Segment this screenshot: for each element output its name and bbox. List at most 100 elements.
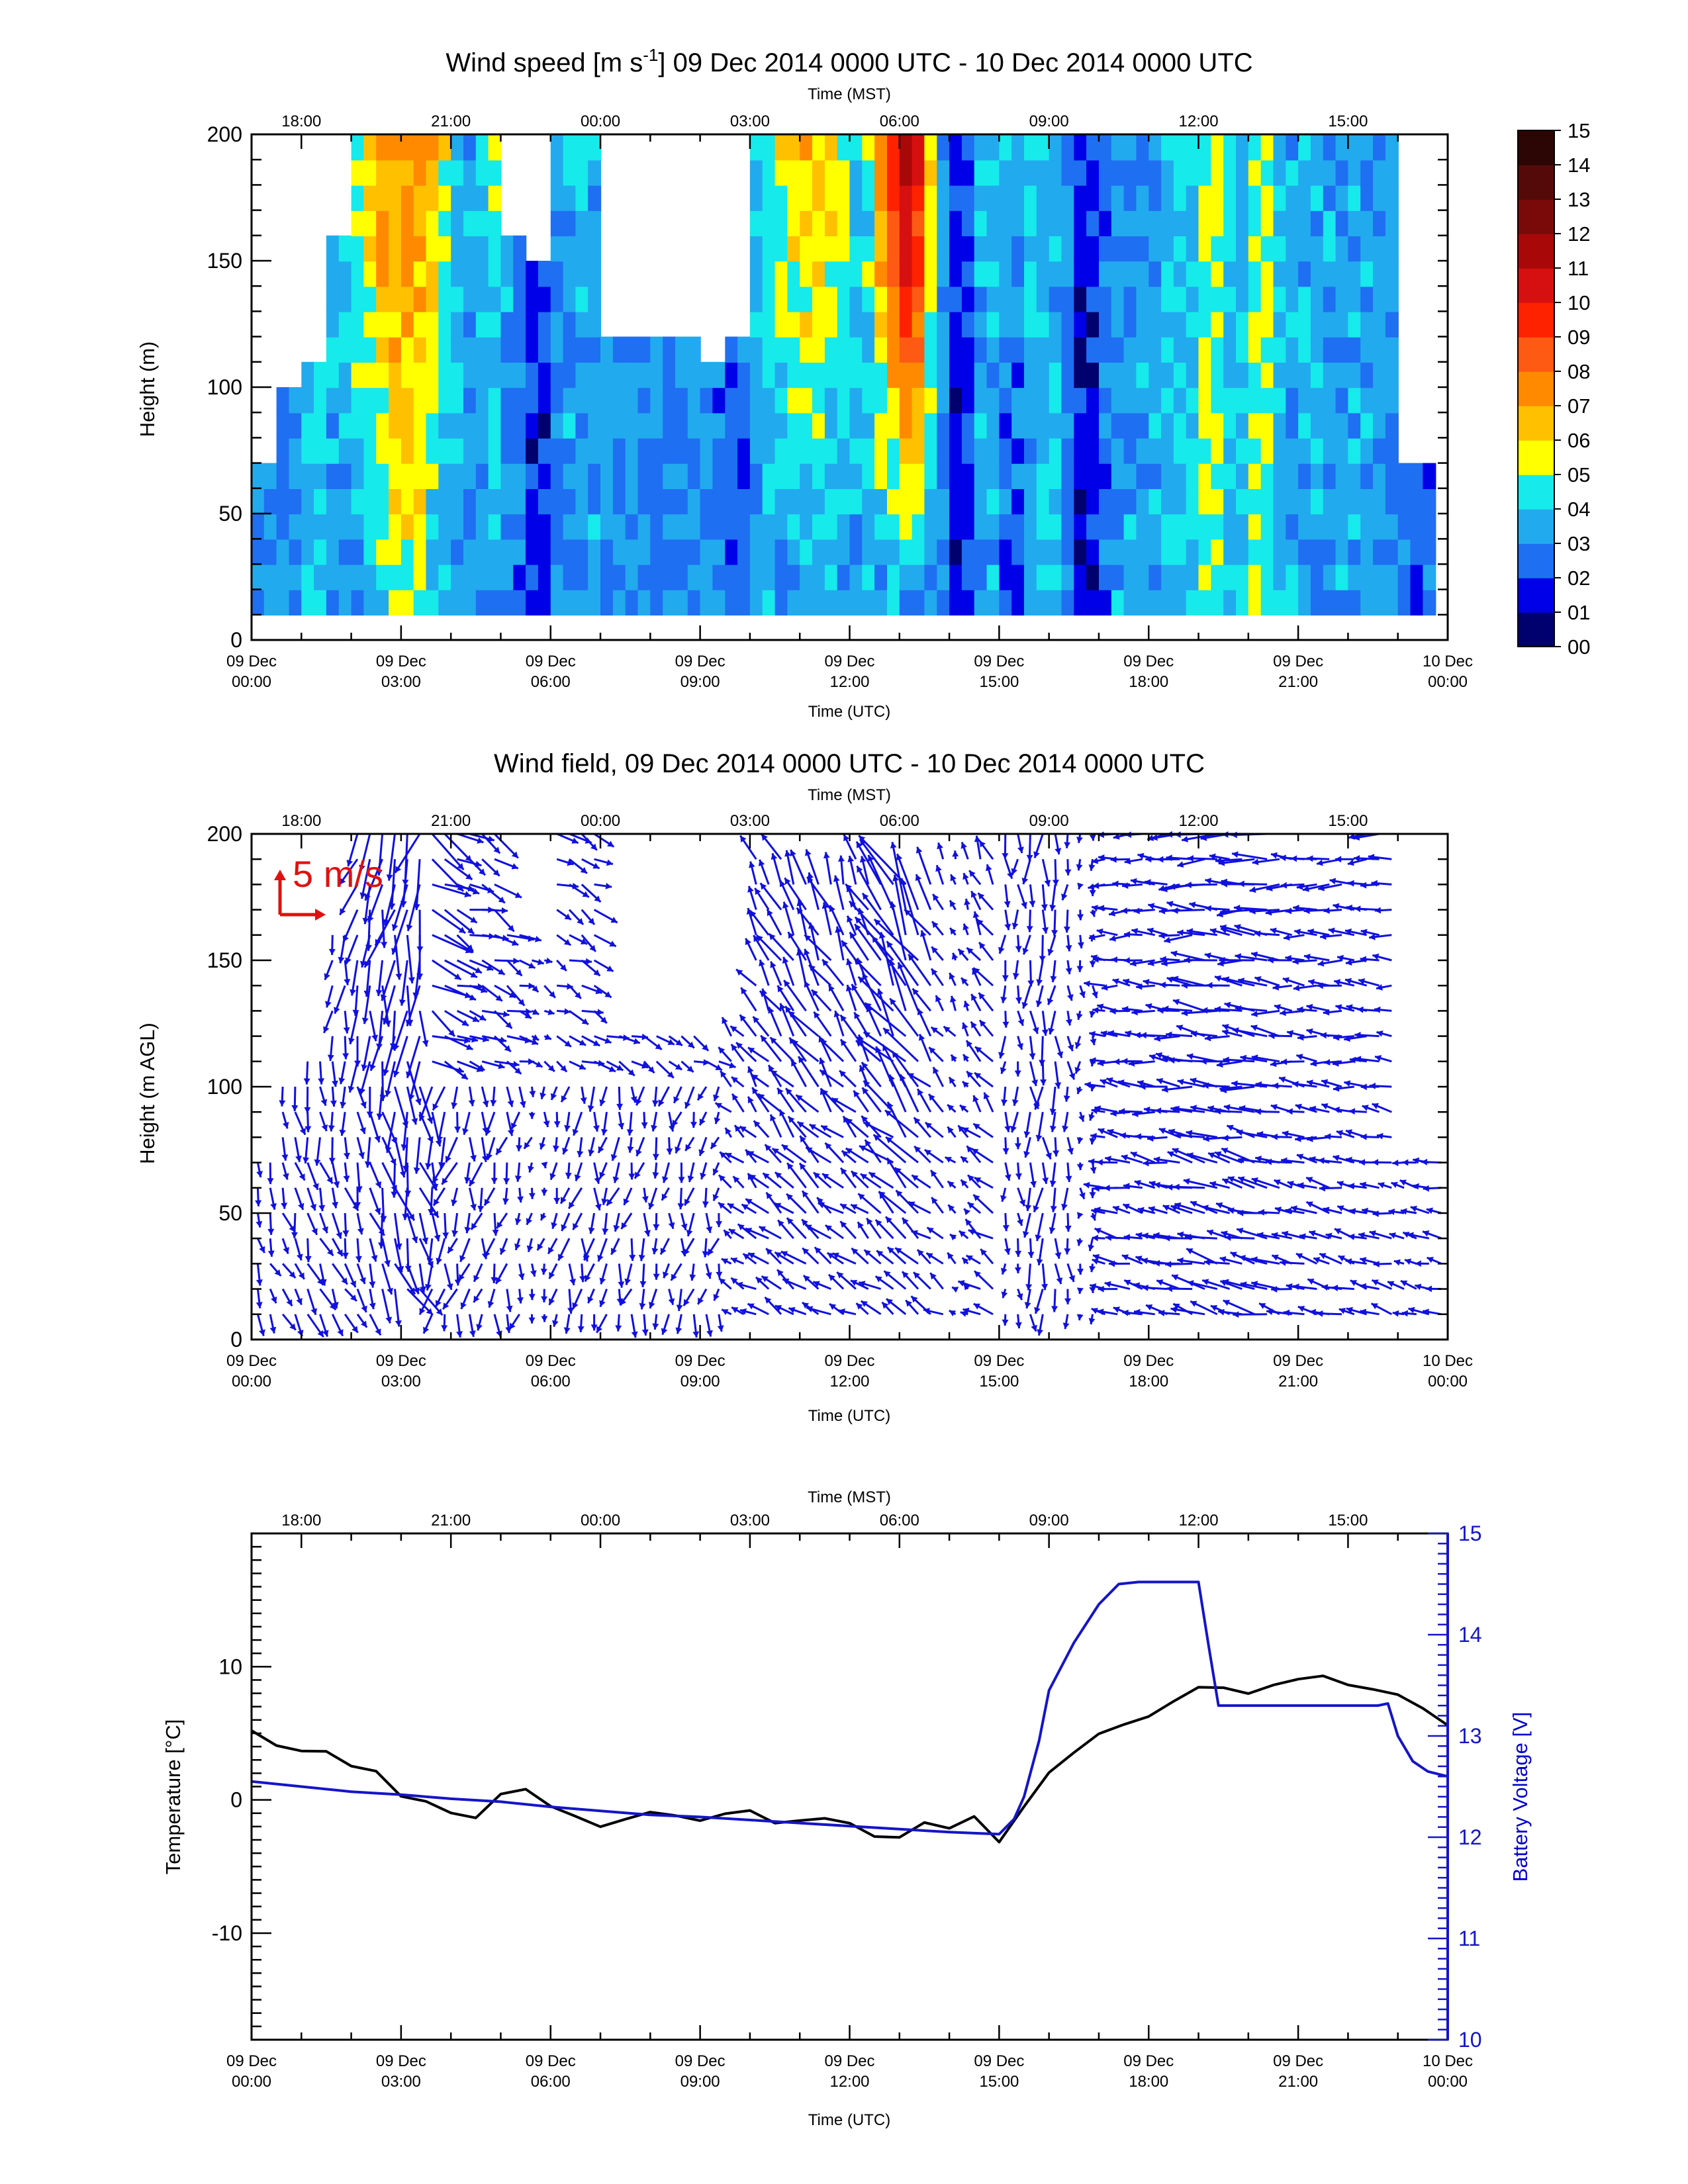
wind-arrow-head — [1240, 1281, 1247, 1288]
wind-arrow-head — [970, 1021, 977, 1028]
wind-arrow-head — [845, 1148, 853, 1154]
wind-arrow-head — [731, 1077, 739, 1083]
heatmap-cell — [737, 589, 751, 615]
heatmap-cell — [837, 564, 851, 590]
heatmap-cell — [488, 589, 502, 615]
wind-arrow-head — [381, 942, 388, 948]
wind-arrow-head — [730, 1026, 737, 1032]
wind-arrow-head — [733, 1176, 740, 1183]
heatmap-cell — [812, 514, 825, 540]
wind-arrow-head — [785, 1006, 792, 1013]
heatmap-cell — [700, 539, 714, 565]
wind-arrow-head — [725, 1153, 732, 1159]
heatmap-cell — [1385, 539, 1399, 565]
wind-arrow-head — [1162, 1086, 1168, 1093]
wind-arrow-head — [667, 1039, 675, 1045]
wind-arrow-head — [393, 1044, 400, 1051]
wind-arrow-head — [1376, 1030, 1383, 1037]
wind-arrow-head — [475, 967, 482, 974]
heatmap-cell — [1061, 564, 1075, 590]
wind-arrow-head — [361, 1064, 368, 1071]
wind-arrow-head — [1026, 854, 1033, 861]
heatmap-cell — [800, 235, 814, 262]
wind-arrow-head — [1204, 1034, 1211, 1042]
wind-arrow-head — [442, 1177, 448, 1185]
wind-arrow-head — [961, 842, 967, 849]
heatmap-cell — [1011, 336, 1025, 363]
heatmap-cell — [351, 589, 365, 615]
heatmap-cell — [1186, 336, 1199, 363]
wind-arrow-head — [366, 1111, 373, 1118]
heatmap-cell — [762, 134, 776, 161]
heatmap-cell — [1011, 185, 1025, 211]
wind-arrow-head — [1034, 1306, 1041, 1314]
wind-arrow-head — [326, 1177, 333, 1184]
heatmap-cell — [961, 539, 975, 565]
heatmap-cell — [1335, 185, 1349, 211]
wind-arrow-head — [786, 1193, 793, 1201]
wind-arrow-head — [1133, 907, 1140, 915]
heatmap-cell — [937, 539, 951, 565]
heatmap-cell — [1373, 514, 1387, 540]
heatmap-cell — [1360, 589, 1374, 615]
wind-arrow-head — [729, 1062, 736, 1069]
wind-arrow-head — [915, 846, 923, 854]
heatmap-cell — [1286, 361, 1299, 388]
wind-arrow-head — [362, 917, 369, 925]
wind-arrow-head — [1166, 1285, 1172, 1293]
heatmap-cell — [986, 286, 1000, 312]
heatmap-cell — [625, 564, 639, 590]
heatmap-cell — [426, 539, 440, 565]
heatmap-cell — [1223, 336, 1237, 363]
wind-arrow-head — [892, 875, 899, 882]
wind-arrow-head — [468, 1099, 475, 1107]
wind-arrow-head — [863, 1032, 870, 1038]
heatmap-cell — [899, 514, 913, 540]
wind-arrow-head — [649, 1301, 655, 1308]
heatmap-cell — [513, 286, 527, 312]
wind-arrow-head — [731, 1307, 739, 1314]
heatmap-cell — [463, 514, 477, 540]
wind-arrow-head — [671, 1273, 677, 1281]
heatmap-cell — [887, 387, 900, 414]
heatmap-cell — [1360, 437, 1374, 464]
wind-arrow-head — [1166, 1031, 1172, 1038]
wind-arrow-head — [774, 1172, 782, 1179]
heatmap-cell — [874, 235, 888, 262]
wind-arrow-head — [469, 1330, 476, 1337]
wind-arrow — [406, 985, 421, 1026]
heatmap-cell — [749, 261, 763, 287]
heatmap-cell — [426, 185, 440, 211]
wind-arrow-head — [945, 1157, 952, 1163]
wind-arrow-head — [886, 1298, 893, 1305]
heatmap-cell — [1236, 286, 1249, 312]
heatmap-cell — [1136, 159, 1150, 186]
wind-arrow-head — [1154, 1035, 1161, 1042]
heatmap-cell — [475, 361, 489, 388]
heatmap-cell — [1136, 463, 1150, 489]
heatmap-cell — [1011, 514, 1025, 540]
heatmap-cell — [1248, 286, 1262, 312]
colorbar-tick-label: 10 — [1568, 291, 1590, 314]
wind-arrow-head — [1255, 1156, 1262, 1162]
wind-arrow-head — [310, 1308, 318, 1315]
wind-arrow-head — [1297, 1154, 1304, 1160]
wind-arrow — [394, 1289, 400, 1327]
wind-arrow — [872, 1134, 907, 1163]
wind-arrow-head — [892, 1051, 899, 1058]
heatmap-cell — [475, 336, 489, 363]
wind-arrow-head — [531, 1038, 538, 1045]
heatmap-cell — [550, 539, 564, 565]
heatmap-cell — [849, 286, 863, 312]
heatmap-cell — [899, 261, 913, 287]
wind-arrow-head — [827, 1253, 834, 1259]
heatmap-cell — [500, 286, 514, 312]
wind-arrow-head — [1158, 907, 1166, 915]
heatmap-cell — [1136, 134, 1150, 161]
wind-arrow-head — [1153, 1156, 1160, 1163]
heatmap-cell — [1310, 539, 1324, 565]
wind-arrow-head — [332, 1302, 339, 1308]
wind-arrow-head — [1076, 966, 1084, 972]
heatmap-cell — [1298, 539, 1312, 565]
heatmap-cell — [874, 210, 888, 236]
